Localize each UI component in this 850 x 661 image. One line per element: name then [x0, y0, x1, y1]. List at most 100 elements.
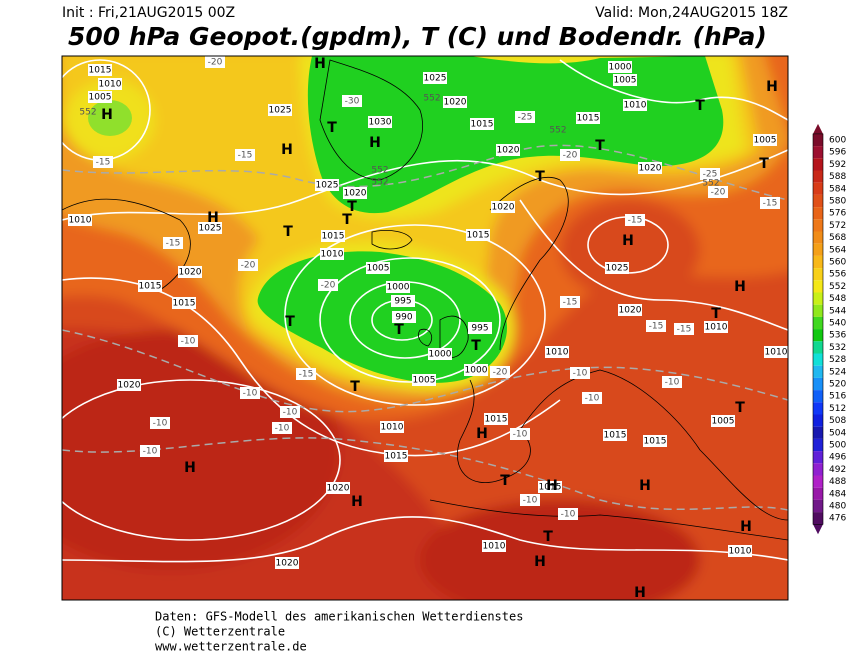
colorbar-swatch: [813, 182, 823, 195]
isobar-label-box: [482, 540, 506, 552]
colorbar-label: 500: [829, 441, 846, 451]
pressure-center: T: [285, 314, 295, 330]
temp-label-box: [235, 149, 255, 161]
pressure-center: T: [283, 224, 293, 240]
isobar-label: 1010: [321, 250, 344, 260]
valid-time: Valid: Mon,24AUG2015 18Z: [595, 5, 788, 21]
colorbar-swatch: [813, 341, 823, 354]
isobar-label: 1015: [644, 437, 667, 447]
temp-label: -10: [153, 419, 168, 429]
colorbar-label: 484: [829, 489, 846, 499]
temp-label: -10: [665, 378, 680, 388]
pressure-center: H: [534, 554, 546, 570]
colorbar-label: 548: [829, 294, 846, 304]
isobar-label-box: [268, 104, 292, 116]
isobar-label: 1005: [754, 136, 777, 146]
temp-label-box: [280, 406, 300, 418]
colorbar-label: 600: [829, 136, 846, 146]
isobar-label: 1005: [413, 376, 436, 386]
isobar-label-box: [623, 99, 647, 111]
temp-label: -20: [493, 368, 508, 378]
isobar-label: 1020: [497, 146, 520, 156]
isobar-label-box: [88, 91, 112, 103]
pressure-center: H: [766, 79, 778, 95]
temp-label-box: [625, 214, 645, 226]
isobar-label-box: [275, 557, 299, 569]
pressure-center: H: [184, 460, 196, 476]
colorbar-swatch: [813, 390, 823, 403]
isobar-label-box: [466, 229, 490, 241]
height-label: 552: [371, 178, 388, 188]
temp-label: -20: [711, 188, 726, 198]
isobar-label-box: [380, 421, 404, 433]
isobar-label: 1015: [604, 431, 627, 441]
pressure-center: H: [101, 107, 113, 123]
isobar-label: 1015: [467, 231, 490, 241]
isobar-label: 1015: [577, 114, 600, 124]
colorbar-label: 584: [829, 184, 846, 194]
colorbar-label: 536: [829, 331, 846, 341]
temp-label-box: [582, 392, 602, 404]
isobar-label-box: [484, 413, 508, 425]
isobar-label: 1010: [624, 101, 647, 111]
pressure-center: T: [535, 169, 545, 185]
isobar-label: 1020: [639, 164, 662, 174]
isobar-label-box: [423, 72, 447, 84]
colorbar-label: 540: [829, 319, 846, 329]
isobar-label: 1010: [69, 216, 92, 226]
isobar-label: 1010: [729, 547, 752, 557]
colorbar-swatch: [813, 475, 823, 488]
colorbar-label: 560: [829, 258, 846, 268]
colorbar-label: 592: [829, 160, 846, 170]
temp-label: -20: [321, 281, 336, 291]
isobar-label: 1015: [89, 66, 112, 76]
map-labels: 1015 1010 1005 1025 1030 1020 1015 1025 1000 1005…: [68, 56, 788, 601]
isobar-label: 1020: [492, 203, 515, 213]
isobar-label-box: [68, 214, 92, 226]
pressure-center: T: [394, 322, 404, 338]
pressure-center: H: [546, 478, 558, 494]
isobar-label-box: [366, 262, 390, 274]
isobar-label: 1025: [316, 181, 339, 191]
isobar-label: 1000: [609, 63, 632, 73]
temp-label: -20: [241, 261, 256, 271]
height-label: 552: [79, 108, 96, 118]
colorbar-swatch: [813, 451, 823, 464]
colorbar-label: 520: [829, 380, 846, 390]
isobar-label-box: [728, 545, 752, 557]
isobar-label: 1005: [367, 264, 390, 274]
isobar-label: 995: [471, 324, 488, 334]
pressure-center: H: [634, 585, 646, 601]
temp-label: -25: [703, 170, 718, 180]
colorbar-swatch: [813, 316, 823, 330]
isobar-label: 1010: [483, 542, 506, 552]
isobar-label-box: [603, 429, 627, 441]
temp-label-box: [240, 387, 260, 399]
pressure-center: H: [281, 142, 293, 158]
isobar-label: 1010: [765, 348, 788, 358]
colorbar-label: 516: [829, 392, 846, 402]
colorbar-swatch: [813, 292, 823, 305]
temp-label-box: [318, 279, 338, 291]
colorbar-swatch: [813, 329, 823, 342]
isobar-label-box: [618, 304, 642, 316]
isobar-label-box: [764, 346, 788, 358]
colorbar-label: 580: [829, 197, 846, 207]
colorbar-label: 492: [829, 465, 846, 475]
temp-label: -10: [143, 447, 158, 457]
colorbar-label: 524: [829, 367, 846, 377]
map-frame: [61, 55, 789, 601]
isobar-label-box: [198, 222, 222, 234]
isobar-label-box: [470, 118, 494, 130]
pressure-center: H: [207, 210, 219, 226]
pressure-center: T: [471, 338, 481, 354]
temp-label-box: [560, 296, 580, 308]
temp-label: -10: [585, 394, 600, 404]
isobar-label-box: [368, 116, 392, 128]
isobar-label-box: [88, 64, 112, 76]
isobar-label-box: [608, 61, 632, 73]
colorbar: 600 596 592 588 584 580 576 572 568 564 560 556 552 5…: [812, 123, 846, 535]
isobar-label: 1010: [546, 348, 569, 358]
